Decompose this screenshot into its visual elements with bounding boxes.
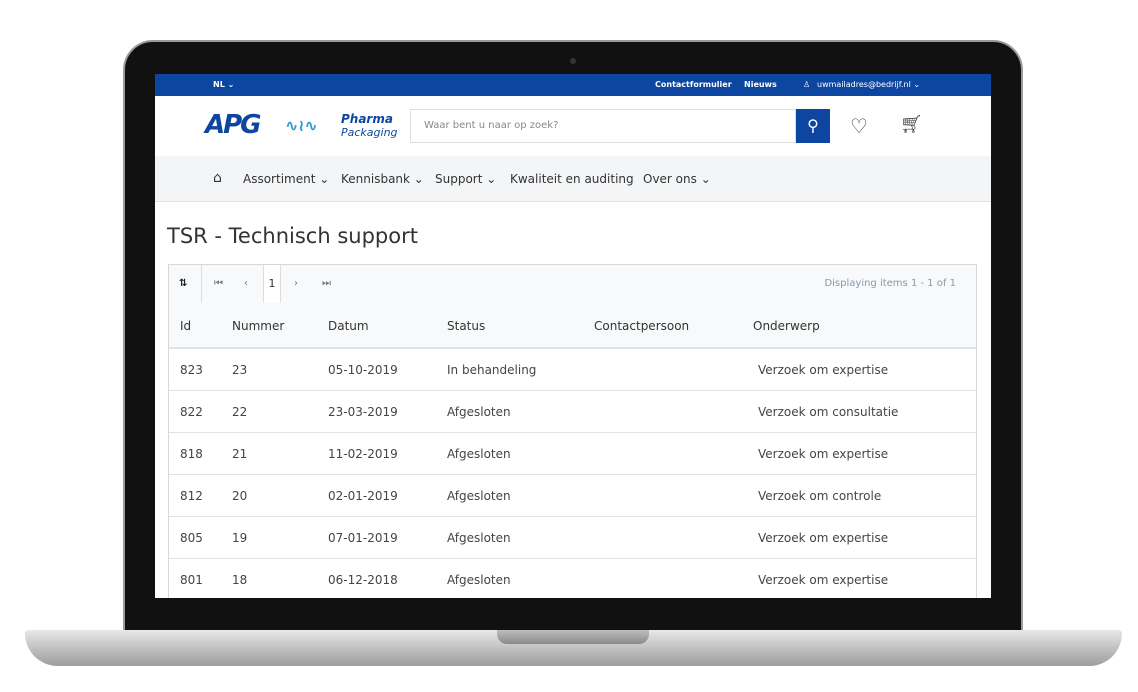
divider bbox=[201, 265, 202, 303]
col-nummer[interactable]: Nummer bbox=[232, 319, 285, 333]
refresh-icon[interactable]: ⇅ bbox=[179, 278, 188, 289]
col-contactpersoon[interactable]: Contactpersoon bbox=[594, 319, 690, 333]
cart-icon[interactable]: 🛒︎ bbox=[900, 114, 923, 135]
cell-onderwerp: Verzoek om expertise bbox=[758, 531, 889, 545]
camera bbox=[570, 58, 576, 64]
cell-nummer: 23 bbox=[232, 363, 248, 377]
col-status[interactable]: Status bbox=[447, 319, 486, 333]
cell-nummer: 20 bbox=[232, 489, 248, 503]
cell-id: 812 bbox=[180, 489, 203, 503]
cell-status: Afgesloten bbox=[447, 531, 511, 545]
cell-status: In behandeling bbox=[447, 363, 537, 377]
cell-nummer: 18 bbox=[232, 573, 248, 587]
home-icon[interactable]: ⌂ bbox=[213, 170, 222, 186]
dna-icon: ∿≀∿ bbox=[285, 116, 318, 135]
nav-support[interactable]: Support ⌄ bbox=[435, 172, 497, 186]
cell-id: 801 bbox=[180, 573, 203, 587]
grid-toolbar: ⇅ ⏮ ‹ 1 › ⏭ Displaying items 1 - 1 of 1 bbox=[169, 265, 976, 303]
top-bar: NL ⌄ Contactformulier Nieuws ♙ uwmailadr… bbox=[155, 74, 991, 96]
tickets-grid: ⇅ ⏮ ‹ 1 › ⏭ Displaying items 1 - 1 of 1 … bbox=[168, 264, 977, 598]
screen: NL ⌄ Contactformulier Nieuws ♙ uwmailadr… bbox=[155, 74, 991, 598]
table-row[interactable]: 805 19 07-01-2019 Afgesloten Verzoek om expe… bbox=[169, 517, 976, 559]
cell-id: 822 bbox=[180, 405, 203, 419]
prev-page-icon[interactable]: ‹ bbox=[244, 278, 248, 289]
search-icon: ⚲ bbox=[807, 116, 819, 135]
cell-status: Afgesloten bbox=[447, 573, 511, 587]
table-row[interactable]: 823 23 05-10-2019 In behandeling Verzoek om … bbox=[169, 349, 976, 391]
nav-kennisbank[interactable]: Kennisbank ⌄ bbox=[341, 172, 424, 186]
table-row[interactable]: 818 21 11-02-2019 Afgesloten Verzoek om expe… bbox=[169, 433, 976, 475]
laptop-notch bbox=[497, 630, 649, 644]
wishlist-icon[interactable]: ♡ bbox=[850, 114, 868, 138]
account-menu[interactable]: uwmailadres@bedrijf.nl ⌄ bbox=[817, 80, 921, 89]
cell-nummer: 22 bbox=[232, 405, 248, 419]
col-datum[interactable]: Datum bbox=[328, 319, 369, 333]
pager-info: Displaying items 1 - 1 of 1 bbox=[824, 278, 956, 289]
last-page-icon[interactable]: ⏭ bbox=[322, 278, 331, 289]
cell-id: 823 bbox=[180, 363, 203, 377]
cell-onderwerp: Verzoek om expertise bbox=[758, 573, 889, 587]
cell-id: 818 bbox=[180, 447, 203, 461]
col-id[interactable]: Id bbox=[180, 319, 192, 333]
nav-over-ons[interactable]: Over ons ⌄ bbox=[643, 172, 711, 186]
news-link[interactable]: Nieuws bbox=[744, 80, 777, 89]
next-page-icon[interactable]: › bbox=[294, 278, 298, 289]
page-number[interactable]: 1 bbox=[263, 265, 281, 303]
cell-status: Afgesloten bbox=[447, 489, 511, 503]
cell-onderwerp: Verzoek om controle bbox=[758, 489, 882, 503]
cell-datum: 02-01-2019 bbox=[328, 489, 398, 503]
search-button[interactable]: ⚲ bbox=[796, 109, 830, 143]
language-select[interactable]: NL ⌄ bbox=[213, 80, 235, 89]
cell-id: 805 bbox=[180, 531, 203, 545]
nav-kwaliteit[interactable]: Kwaliteit en auditing bbox=[510, 172, 634, 186]
cell-datum: 05-10-2019 bbox=[328, 363, 398, 377]
cell-onderwerp: Verzoek om consultatie bbox=[758, 405, 899, 419]
cell-nummer: 19 bbox=[232, 531, 248, 545]
table-header: Id Nummer Datum Status Contactpersoon On… bbox=[169, 303, 976, 349]
first-page-icon[interactable]: ⏮ bbox=[214, 278, 223, 289]
cell-datum: 11-02-2019 bbox=[328, 447, 398, 461]
main-nav: ⌂ Assortiment ⌄ Kennisbank ⌄ Support ⌄ K… bbox=[155, 156, 991, 202]
cell-status: Afgesloten bbox=[447, 447, 511, 461]
cell-datum: 23-03-2019 bbox=[328, 405, 398, 419]
user-icon: ♙ bbox=[803, 80, 811, 89]
nav-assortiment[interactable]: Assortiment ⌄ bbox=[243, 172, 330, 186]
table-row[interactable]: 822 22 23-03-2019 Afgesloten Verzoek om cons… bbox=[169, 391, 976, 433]
cell-onderwerp: Verzoek om expertise bbox=[758, 363, 889, 377]
cell-datum: 06-12-2018 bbox=[328, 573, 398, 587]
cell-onderwerp: Verzoek om expertise bbox=[758, 447, 889, 461]
col-onderwerp[interactable]: Onderwerp bbox=[753, 319, 820, 333]
page-title: TSR - Technisch support bbox=[167, 224, 418, 248]
cell-status: Afgesloten bbox=[447, 405, 511, 419]
table-row[interactable]: 812 20 02-01-2019 Afgesloten Verzoek om cont… bbox=[169, 475, 976, 517]
search-input[interactable]: Waar bent u naar op zoek? bbox=[410, 109, 796, 143]
contact-link[interactable]: Contactformulier bbox=[655, 80, 732, 89]
table-row[interactable]: 801 18 06-12-2018 Afgesloten Verzoek om expe… bbox=[169, 559, 976, 598]
header: APG ∿≀∿ Pharma Packaging Waar bent u naa… bbox=[155, 96, 991, 156]
cell-nummer: 21 bbox=[232, 447, 248, 461]
cell-datum: 07-01-2019 bbox=[328, 531, 398, 545]
